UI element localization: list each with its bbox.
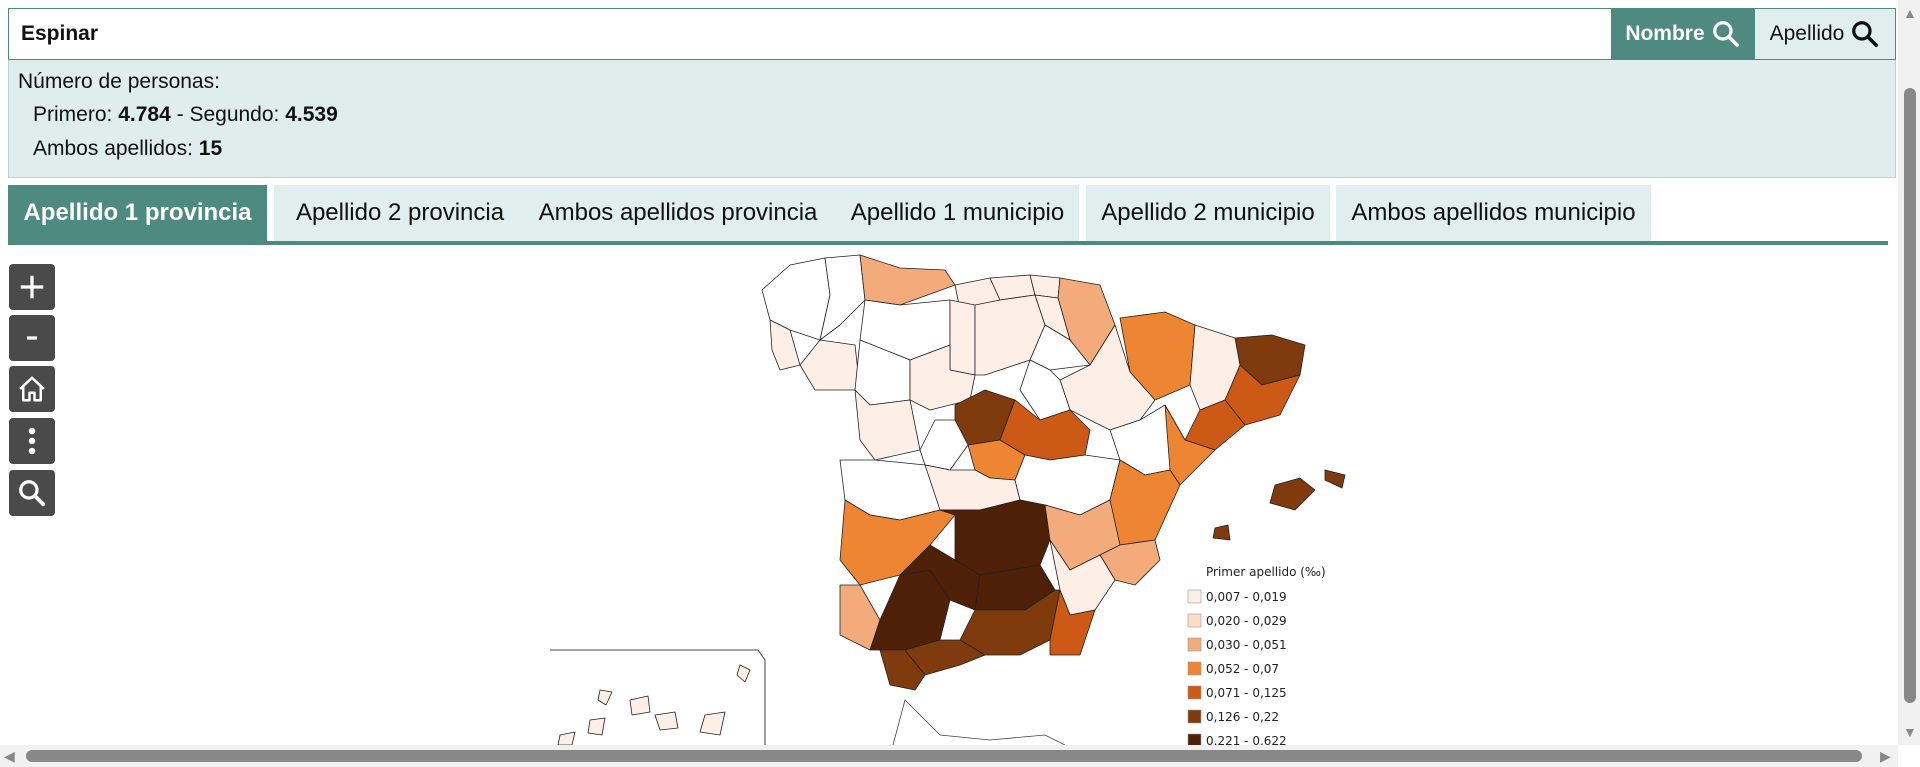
tab-apellido-1-municipio[interactable]: Apellido 1 municipio xyxy=(836,185,1079,241)
zoom-in-button[interactable] xyxy=(9,264,55,310)
legend-label: 0,221 - 0,622 xyxy=(1206,734,1287,745)
region-tarragona[interactable]: Tarragona xyxy=(1184,399,1246,451)
map-tabs: Apellido 1 provincia Apellido 2 provinci… xyxy=(8,185,1888,245)
region-mallorca[interactable]: Mallorca xyxy=(1269,477,1316,511)
region-ibiza[interactable]: Ibiza xyxy=(1212,524,1231,541)
legend-label: 0,020 - 0,029 xyxy=(1206,614,1287,628)
tab-ambos-apellidos-municipio[interactable]: Ambos apellidos municipio xyxy=(1336,185,1651,241)
legend-swatch xyxy=(1187,613,1202,628)
region-ciudad-real[interactable]: Ciudad Real xyxy=(939,499,1051,576)
separator: - xyxy=(176,103,184,126)
tab-apellido-2-provincia[interactable]: Apellido 2 provincia xyxy=(274,185,526,241)
zoom-out-button[interactable] xyxy=(9,315,55,361)
people-count-title: Número de personas: xyxy=(18,70,220,93)
region-ourense[interactable]: Ourense xyxy=(799,339,861,391)
tab-label: Ambos apellidos municipio xyxy=(1351,199,1636,226)
region-palencia[interactable]: Palencia xyxy=(949,299,976,376)
legend-swatch xyxy=(1187,709,1202,724)
scroll-right-arrow-icon[interactable]: ▶ xyxy=(1880,748,1891,764)
first-value: 4.784 xyxy=(118,103,171,126)
horizontal-scrollbar[interactable]: ◀ ▶ xyxy=(0,745,1898,767)
legend-swatch xyxy=(1187,661,1202,676)
tab-label: Apellido 1 municipio xyxy=(850,199,1065,226)
region-cádiz[interactable]: Cádiz xyxy=(879,649,926,691)
legend-swatch xyxy=(1187,637,1202,652)
horizontal-scroll-thumb[interactable] xyxy=(26,750,1862,762)
second-value: 4.539 xyxy=(285,103,338,126)
tab-label: Apellido 2 municipio xyxy=(1101,199,1315,226)
zoom-in-icon xyxy=(20,275,44,299)
more-vertical-icon xyxy=(28,427,36,455)
legend-swatch xyxy=(1187,589,1202,604)
region-la-rioja[interactable]: La Rioja xyxy=(1029,324,1091,371)
region-almería[interactable]: Almería xyxy=(1049,589,1096,656)
search-icon xyxy=(1712,21,1739,47)
search-by-surname-label: Apellido xyxy=(1769,22,1845,45)
region-guipúzcoa[interactable]: Guipúzcoa xyxy=(1029,274,1061,299)
zoom-out-icon xyxy=(27,336,37,340)
region-canarias[interactable]: Canarias xyxy=(557,664,751,745)
legend-title: Primer apellido (‰) xyxy=(1206,565,1326,579)
vertical-scroll-thumb[interactable] xyxy=(1904,88,1916,703)
legend-label: 0,126 - 0,22 xyxy=(1206,710,1279,724)
surname-search-input[interactable] xyxy=(9,9,1611,59)
legend-label: 0,071 - 0,125 xyxy=(1206,686,1287,700)
tab-ambos-apellidos-provincia[interactable]: Ambos apellidos provincia xyxy=(520,185,836,241)
both-value: 15 xyxy=(198,137,223,160)
scroll-left-arrow-icon[interactable]: ◀ xyxy=(4,748,15,764)
home-icon xyxy=(19,376,45,402)
scroll-up-arrow-icon[interactable]: ▲ xyxy=(1903,5,1917,21)
people-count-panel: Número de personas: Primero: 4.784 - Seg… xyxy=(8,60,1896,178)
first-second-counts: Primero: 4.784 - Segundo: 4.539 xyxy=(33,103,338,127)
region-córdoba[interactable]: Córdoba xyxy=(899,544,981,611)
search-bar: Nombre Apellido xyxy=(8,8,1896,60)
more-options-button[interactable] xyxy=(9,418,55,464)
tab-label: Apellido 1 provincia xyxy=(23,199,252,226)
canary-inset-frame xyxy=(550,649,766,745)
search-by-surname-button[interactable]: Apellido xyxy=(1755,9,1895,59)
region-asturias[interactable]: Asturias xyxy=(859,254,956,306)
spain-surname-map[interactable]: A CoruñaLugoAsturiasCantabriaVizcayaGuip… xyxy=(0,250,1898,745)
tab-apellido-1-provincia[interactable]: Apellido 1 provincia xyxy=(8,185,267,241)
both-label: Ambos apellidos: xyxy=(33,137,193,160)
search-by-name-label: Nombre xyxy=(1625,22,1705,45)
vertical-scrollbar[interactable]: ▲ ▼ xyxy=(1898,0,1920,745)
legend-label: 0,007 - 0,019 xyxy=(1206,590,1287,604)
scroll-down-arrow-icon[interactable]: ▼ xyxy=(1903,724,1917,740)
tab-apellido-2-municipio[interactable]: Apellido 2 municipio xyxy=(1086,185,1330,241)
region-castellón[interactable]: Castellón xyxy=(1164,404,1216,486)
region-valladolid[interactable]: Valladolid xyxy=(909,344,976,411)
region-menorca[interactable]: Menorca xyxy=(1324,469,1346,489)
both-surnames-count: Ambos apellidos: 15 xyxy=(33,137,222,161)
tab-label: Apellido 2 provincia xyxy=(295,199,505,226)
second-label: Segundo: xyxy=(189,103,280,126)
legend-label: 0,030 - 0,051 xyxy=(1206,638,1287,652)
first-label: Primero: xyxy=(33,103,113,126)
search-icon xyxy=(1852,21,1879,47)
region-málaga[interactable]: Málaga xyxy=(904,639,986,676)
africa-coastline xyxy=(892,699,1066,745)
map-legend: Primer apellido (‰) 0,007 - 0,019 0,020 -… xyxy=(1187,565,1326,745)
legend-swatch xyxy=(1187,733,1202,745)
search-icon xyxy=(19,480,46,507)
region-pontevedra[interactable]: Pontevedra xyxy=(769,319,801,371)
legend-label: 0,052 - 0,07 xyxy=(1206,662,1279,676)
region-badajoz[interactable]: Badajoz xyxy=(839,499,956,586)
home-view-button[interactable] xyxy=(9,366,55,412)
legend-swatch xyxy=(1187,685,1202,700)
map-search-button[interactable] xyxy=(9,470,55,516)
tab-label: Ambos apellidos provincia xyxy=(538,199,818,226)
search-by-name-button[interactable]: Nombre xyxy=(1611,9,1755,59)
